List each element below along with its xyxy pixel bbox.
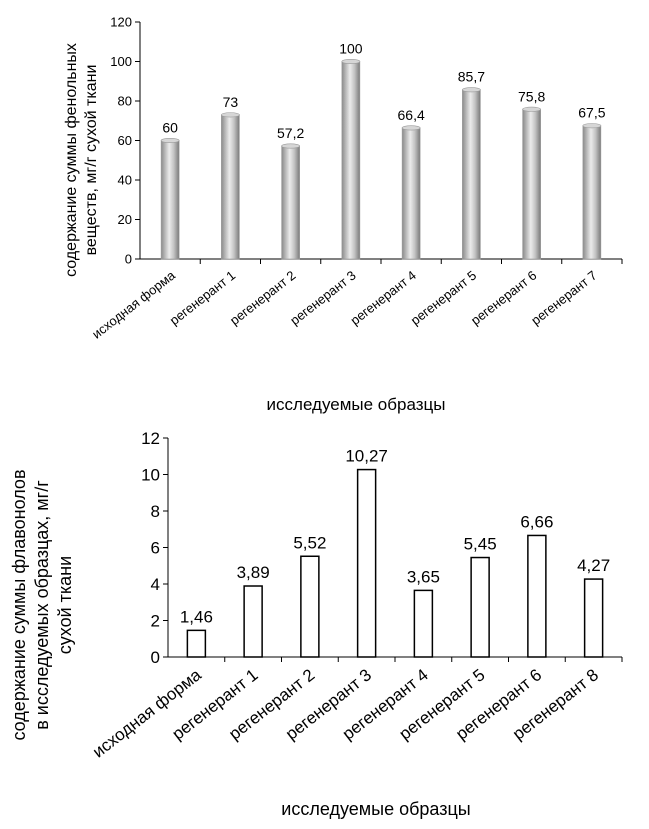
y-tick-label: 0 [125,252,132,267]
bar-cap [582,123,602,129]
y-tick-label: 80 [118,94,132,109]
data-label: 100 [339,41,363,57]
bar [582,125,602,260]
y-tick-label: 6 [151,538,160,557]
y-axis-label: сухой ткани [55,556,75,654]
x-tick-label: исходная форма [89,267,178,341]
y-tick-label: 10 [141,465,160,484]
bar [413,589,434,658]
data-label: 5,45 [464,535,497,554]
y-tick-label: 12 [141,429,160,448]
phenolic-chart: 0 20 40 60 80 100 120 60 исходная форма 73 регенер… [63,15,623,414]
bar-cap [221,112,240,118]
bar [462,89,481,260]
bar [527,534,547,658]
y-axis-label: веществ, мг/г сухой ткани [83,65,100,256]
x-tick-label: регенерант 3 [287,268,358,328]
data-label: 5,52 [293,533,326,552]
y-tick-label: 120 [110,15,132,30]
bar [470,556,490,658]
bar-cap [281,143,300,149]
x-tick-label: регенерант 5 [408,268,479,328]
y-tick-label: 20 [118,212,132,227]
y-axis-label: в исследуемых образцах, мг/г [32,480,52,730]
y-tick-label: 0 [151,648,160,667]
x-tick-label: регенерант 1 [167,268,238,328]
y-tick-label: 40 [118,173,132,188]
x-axis-label: исследуемые образцы [267,395,446,414]
data-label: 1,46 [180,607,213,626]
bar-cap [341,58,361,64]
data-label: 85,7 [458,69,485,85]
bar [341,61,361,260]
x-axis-label: исследуемые образцы [281,799,470,819]
y-tick-label: 2 [151,611,160,630]
data-label: 3,89 [237,563,270,582]
y-axis-label: содержание суммы флавонолов [9,469,29,740]
data-label: 75,8 [518,88,545,104]
data-label: 6,66 [520,512,553,531]
bar [583,578,604,658]
bar [281,145,300,260]
x-tick-label: регенерант 6 [468,268,539,328]
y-tick-label: 60 [118,133,132,148]
bar-cap [160,138,180,144]
bar-cap [522,106,541,112]
bar [401,127,421,260]
bar-cap [401,125,421,131]
data-label: 66,4 [398,107,425,123]
bar-cap [462,87,481,93]
y-tick-label: 4 [151,575,160,594]
data-label: 60 [162,120,178,136]
bar [522,108,541,260]
data-label: 73 [223,94,239,110]
y-tick-label: 8 [151,502,160,521]
bar [356,468,377,658]
data-label: 3,65 [407,567,440,586]
y-axis-label: содержание суммы фенольных [63,43,80,277]
x-tick-label: регенерант 4 [347,268,418,328]
data-label: 57,2 [277,125,304,141]
bar [186,629,207,658]
bar [243,585,263,658]
y-tick-label: 100 [110,54,132,69]
data-label: 10,27 [345,447,388,466]
x-tick-label: регенерант 2 [227,268,298,328]
data-label: 67,5 [578,105,605,121]
bar [300,555,320,658]
data-label: 4,27 [577,556,610,575]
bar [221,114,240,260]
bar [160,140,180,260]
x-tick-label: регенерант 7 [528,268,599,328]
